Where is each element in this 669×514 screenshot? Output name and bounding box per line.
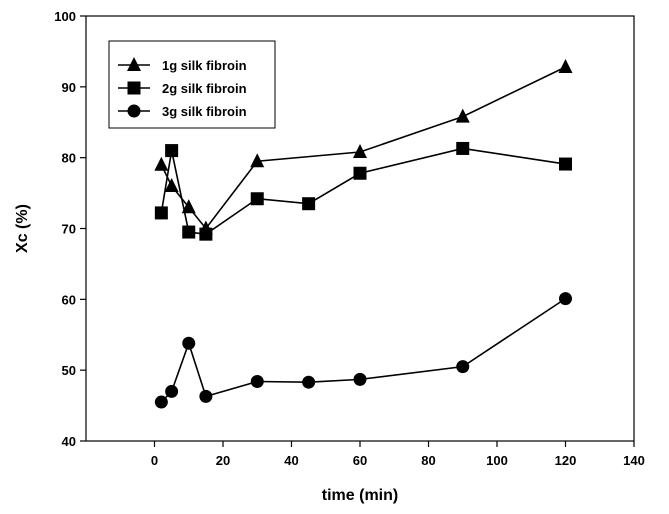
x-axis-title: time (min) bbox=[322, 487, 398, 504]
x-tick-label: 120 bbox=[555, 453, 577, 468]
x-tick-label: 100 bbox=[486, 453, 508, 468]
data-point bbox=[250, 375, 264, 388]
data-point bbox=[456, 141, 470, 155]
series-3 bbox=[154, 292, 572, 409]
data-point bbox=[199, 389, 213, 403]
x-tick-label: 140 bbox=[623, 453, 645, 468]
x-tick-label: 40 bbox=[284, 453, 298, 468]
series-line bbox=[160, 147, 566, 235]
data-point bbox=[353, 144, 367, 158]
data-point bbox=[559, 292, 572, 306]
series-layer bbox=[154, 59, 573, 409]
legend-label: 1g silk fibroin bbox=[162, 58, 247, 73]
legend-marker bbox=[127, 104, 141, 118]
series-2 bbox=[154, 141, 572, 241]
y-tick-label: 90 bbox=[62, 80, 76, 95]
legend-label: 3g silk fibroin bbox=[162, 104, 247, 119]
x-tick-label: 60 bbox=[353, 453, 367, 468]
y-tick-label: 50 bbox=[62, 363, 76, 378]
data-point bbox=[456, 360, 470, 374]
data-point bbox=[302, 375, 316, 389]
data-point bbox=[164, 178, 179, 192]
y-tick-label: 70 bbox=[62, 222, 76, 237]
x-tick-label: 0 bbox=[151, 453, 158, 468]
series-line bbox=[160, 297, 566, 403]
data-point bbox=[154, 206, 168, 220]
legend-marker bbox=[127, 57, 141, 71]
axis-ticks: 0 20 40 60 80 100 120 140 40 50 60 70 80 90 100 bbox=[54, 9, 645, 468]
legend-label: 2g silk fibroin bbox=[162, 81, 247, 96]
legend-marker bbox=[127, 81, 141, 95]
data-point bbox=[558, 59, 573, 73]
data-point bbox=[199, 227, 213, 241]
data-point bbox=[182, 336, 196, 350]
data-point bbox=[154, 156, 169, 171]
x-tick-label: 20 bbox=[216, 453, 230, 468]
data-point bbox=[182, 225, 196, 239]
data-point bbox=[455, 108, 470, 123]
y-tick-label: 80 bbox=[62, 151, 76, 166]
data-point bbox=[559, 157, 572, 171]
data-point bbox=[165, 384, 179, 398]
data-point bbox=[250, 192, 264, 206]
x-tick-label: 80 bbox=[421, 453, 435, 468]
data-point bbox=[181, 199, 196, 214]
y-tick-label: 100 bbox=[54, 9, 76, 24]
data-point bbox=[165, 144, 179, 158]
data-point bbox=[353, 372, 367, 386]
data-point bbox=[250, 153, 265, 168]
y-tick-label: 40 bbox=[62, 434, 76, 449]
data-point bbox=[154, 395, 168, 409]
y-tick-label: 60 bbox=[62, 292, 76, 307]
legend: 1g silk fibroin 2g silk fibroin 3g silk fi… bbox=[108, 40, 276, 129]
y-axis-title: Xc (%) bbox=[14, 204, 31, 253]
data-point bbox=[353, 166, 367, 180]
data-point bbox=[302, 197, 316, 211]
